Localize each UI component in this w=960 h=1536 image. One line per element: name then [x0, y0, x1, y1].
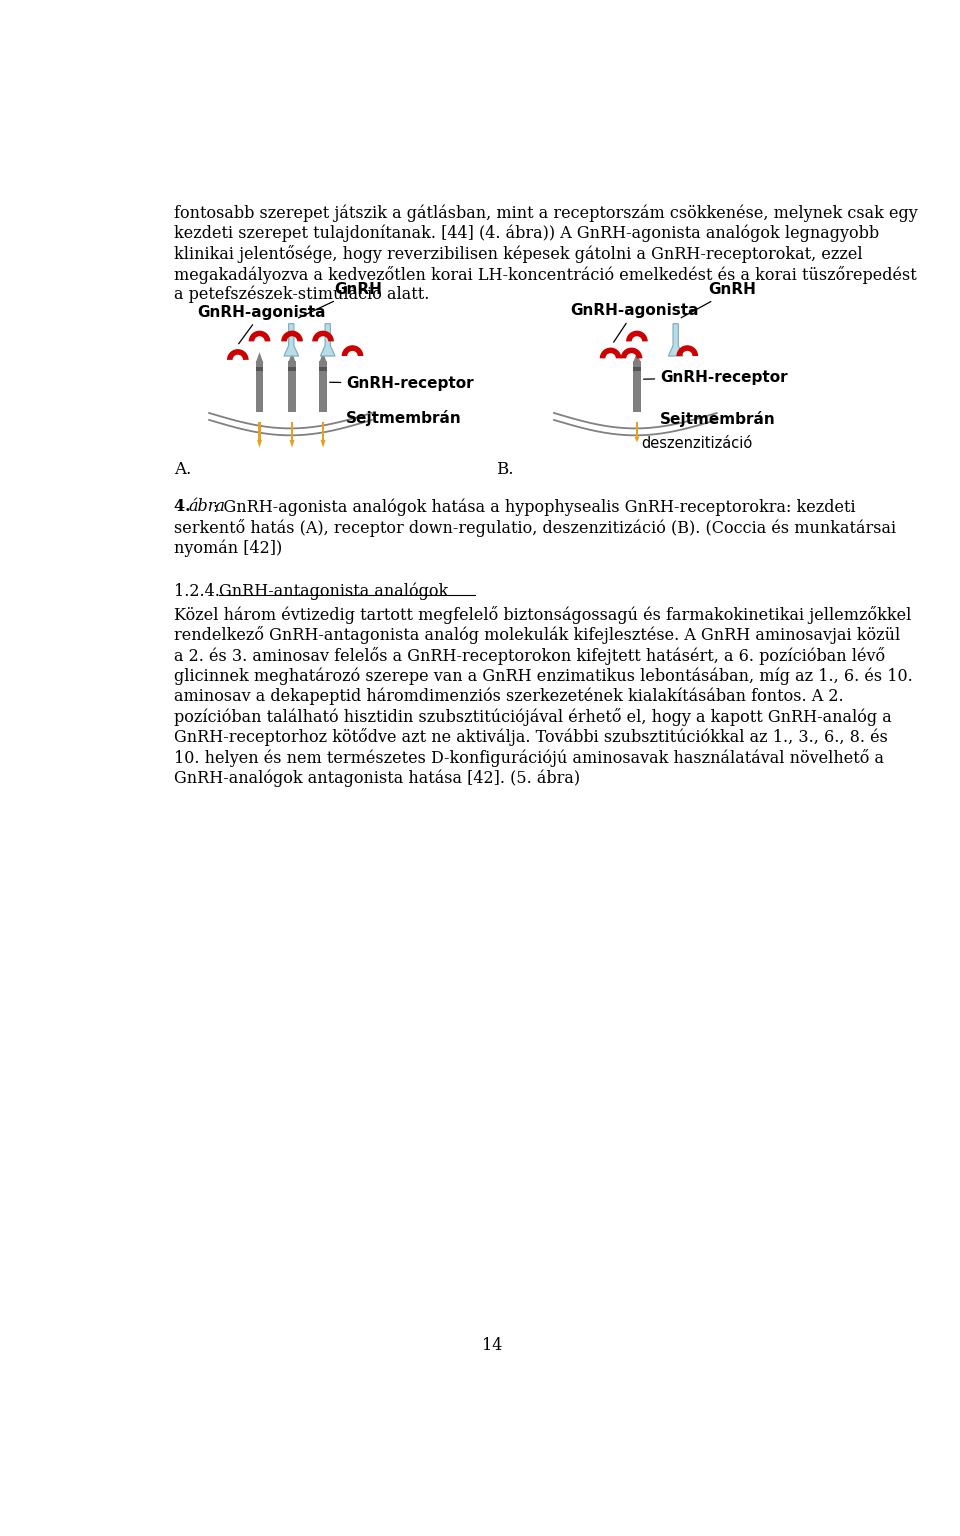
Bar: [319, 367, 327, 372]
Wedge shape: [342, 346, 363, 356]
Wedge shape: [677, 346, 698, 356]
Bar: [288, 361, 296, 412]
Bar: [636, 422, 637, 436]
Text: B.: B.: [496, 461, 514, 478]
Text: 10. helyen és nem természetes D-konfigurációjú aminosavak használatával növelhet: 10. helyen és nem természetes D-konfigur…: [175, 748, 884, 766]
Polygon shape: [668, 324, 683, 356]
Text: GnRH-agonista: GnRH-agonista: [198, 304, 326, 344]
Text: GnRH-receptor: GnRH-receptor: [643, 370, 788, 386]
Text: Sejtmembrán: Sejtmembrán: [347, 410, 462, 425]
Bar: [255, 361, 263, 412]
Text: GnRH-receptorhoz kötődve azt ne aktiválja. További szubsztitúciókkal az 1., 3., : GnRH-receptorhoz kötődve azt ne aktiválj…: [175, 728, 888, 746]
Polygon shape: [257, 439, 262, 447]
Bar: [291, 422, 294, 439]
Text: fontosabb szerepet játszik a gátlásban, mint a receptorszám csökkenése, melynek : fontosabb szerepet játszik a gátlásban, …: [175, 204, 918, 221]
Polygon shape: [633, 352, 641, 362]
Bar: [633, 367, 641, 372]
Text: nyomán [42]): nyomán [42]): [175, 539, 282, 556]
Wedge shape: [227, 349, 249, 359]
Polygon shape: [319, 352, 327, 362]
Text: ábra: ábra: [188, 499, 225, 516]
Polygon shape: [284, 324, 299, 356]
Text: a 2. és 3. aminosav felelős a GnRH-receptorokon kifejtett hatásért, a 6. pozíció: a 2. és 3. aminosav felelős a GnRH-recep…: [175, 647, 885, 665]
Text: GnRH-analógok antagonista hatása [42]. (5. ábra): GnRH-analógok antagonista hatása [42]. (…: [175, 770, 581, 786]
Text: GnRH: GnRH: [682, 283, 756, 318]
Text: klinikai jelentősége, hogy reverzibilisen képesek gátolni a GnRH-receptorokat, e: klinikai jelentősége, hogy reverzibilise…: [175, 246, 863, 263]
Text: serkentő hatás (A), receptor down-regulatio, deszenzitizáció (B). (Coccia és mun: serkentő hatás (A), receptor down-regula…: [175, 519, 897, 538]
Text: 14: 14: [482, 1336, 502, 1353]
Bar: [322, 422, 324, 439]
Text: deszenzitizáció: deszenzitizáció: [641, 436, 753, 450]
Polygon shape: [255, 352, 263, 362]
Text: 4.: 4.: [175, 499, 197, 516]
Text: pozícióban található hisztidin szubsztitúciójával érhető el, hogy a kapott GnRH-: pozícióban található hisztidin szubsztit…: [175, 708, 892, 727]
Polygon shape: [321, 439, 325, 447]
Polygon shape: [288, 352, 296, 362]
Bar: [633, 361, 641, 412]
Polygon shape: [290, 439, 295, 447]
Text: aminosav a dekapeptid háromdimenziós szerkezetének kialakításában fontos. A 2.: aminosav a dekapeptid háromdimenziós sze…: [175, 688, 844, 705]
Text: : GnRH-agonista analógok hatása a hypophysealis GnRH-receptorokra: kezdeti: : GnRH-agonista analógok hatása a hypoph…: [213, 499, 855, 516]
Text: megakadályozva a kedvezőtlen korai LH-koncentráció emelkedést és a korai tüszőre: megakadályozva a kedvezőtlen korai LH-ko…: [175, 266, 917, 284]
Text: GnRH-antagonista analógok: GnRH-antagonista analógok: [219, 582, 448, 601]
Wedge shape: [600, 347, 621, 358]
Text: glicinnek meghatározó szerepe van a GnRH enzimatikus lebontásában, míg az 1., 6.: glicinnek meghatározó szerepe van a GnRH…: [175, 667, 913, 685]
Text: GnRH-receptor: GnRH-receptor: [329, 376, 474, 392]
Polygon shape: [635, 436, 639, 442]
Wedge shape: [626, 330, 648, 341]
Text: A.: A.: [175, 461, 191, 478]
Text: 1.2.4.: 1.2.4.: [175, 582, 220, 599]
Text: Közel három évtizedig tartott megfelelő biztonságossagú és farmakokinetikai jell: Közel három évtizedig tartott megfelelő …: [175, 605, 912, 624]
Bar: [319, 361, 327, 412]
Text: a petefszészek-stimuláció alatt.: a petefszészek-stimuláció alatt.: [175, 286, 430, 304]
Wedge shape: [281, 330, 303, 341]
Wedge shape: [249, 330, 271, 341]
Wedge shape: [312, 330, 334, 341]
Wedge shape: [621, 347, 642, 358]
Text: Sejtmembrán: Sejtmembrán: [660, 410, 776, 427]
Text: GnRH: GnRH: [299, 283, 382, 318]
Text: rendelkező GnRH-antagonista analóg molekulák kifejlesztése. A GnRH aminosavjai k: rendelkező GnRH-antagonista analóg molek…: [175, 627, 900, 644]
Bar: [258, 422, 261, 439]
Bar: [288, 367, 296, 372]
Bar: [255, 367, 263, 372]
Text: GnRH-agonista: GnRH-agonista: [570, 303, 699, 343]
Polygon shape: [321, 324, 335, 356]
Text: kezdeti szerepet tulajdonítanak. [44] (4. ábra)) A GnRH-agonista analógok legnag: kezdeti szerepet tulajdonítanak. [44] (4…: [175, 224, 879, 243]
